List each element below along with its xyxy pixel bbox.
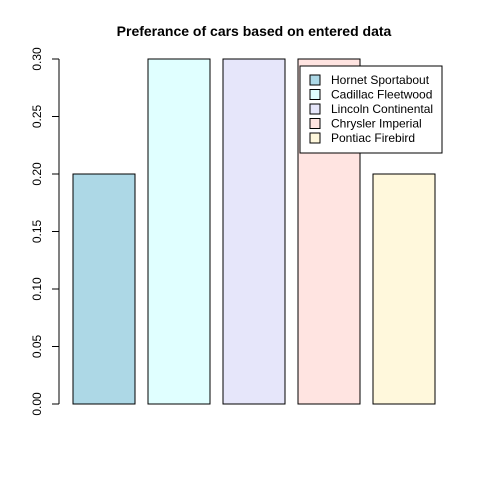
chart-title: Preferance of cars based on entered data <box>117 23 392 39</box>
y-tick-label: 0.15 <box>30 219 44 243</box>
y-tick-label: 0.30 <box>30 47 44 71</box>
legend-swatch <box>309 89 321 100</box>
legend-label: Lincoln Continental <box>331 102 433 116</box>
legend-label: Hornet Sportabout <box>331 73 430 87</box>
legend-box <box>299 65 443 154</box>
legend-swatch <box>309 132 321 144</box>
legend-swatch <box>309 118 321 129</box>
y-tick-label: 0.10 <box>30 277 44 301</box>
y-axis: 0.00 0.05 0.10 0.15 0.20 0.25 0.30 <box>30 47 60 416</box>
legend-swatch <box>309 103 321 115</box>
legend-swatch <box>309 74 321 86</box>
bar-hornet-sportabout <box>72 173 136 405</box>
legend-label: Cadillac Fleetwood <box>331 88 432 102</box>
y-tick-label: 0.00 <box>30 392 44 416</box>
bar-pontiac-firebird <box>372 173 436 405</box>
bar-cadillac-fleetwood <box>147 58 211 405</box>
bars <box>72 58 436 405</box>
y-tick-label: 0.20 <box>30 162 44 186</box>
legend-label: Pontiac Firebird <box>331 131 415 145</box>
y-tick-label: 0.05 <box>30 334 44 358</box>
y-tick-label: 0.25 <box>30 104 44 128</box>
legend-label: Chrysler Imperial <box>331 117 422 131</box>
bar-lincoln-continental <box>222 58 286 405</box>
